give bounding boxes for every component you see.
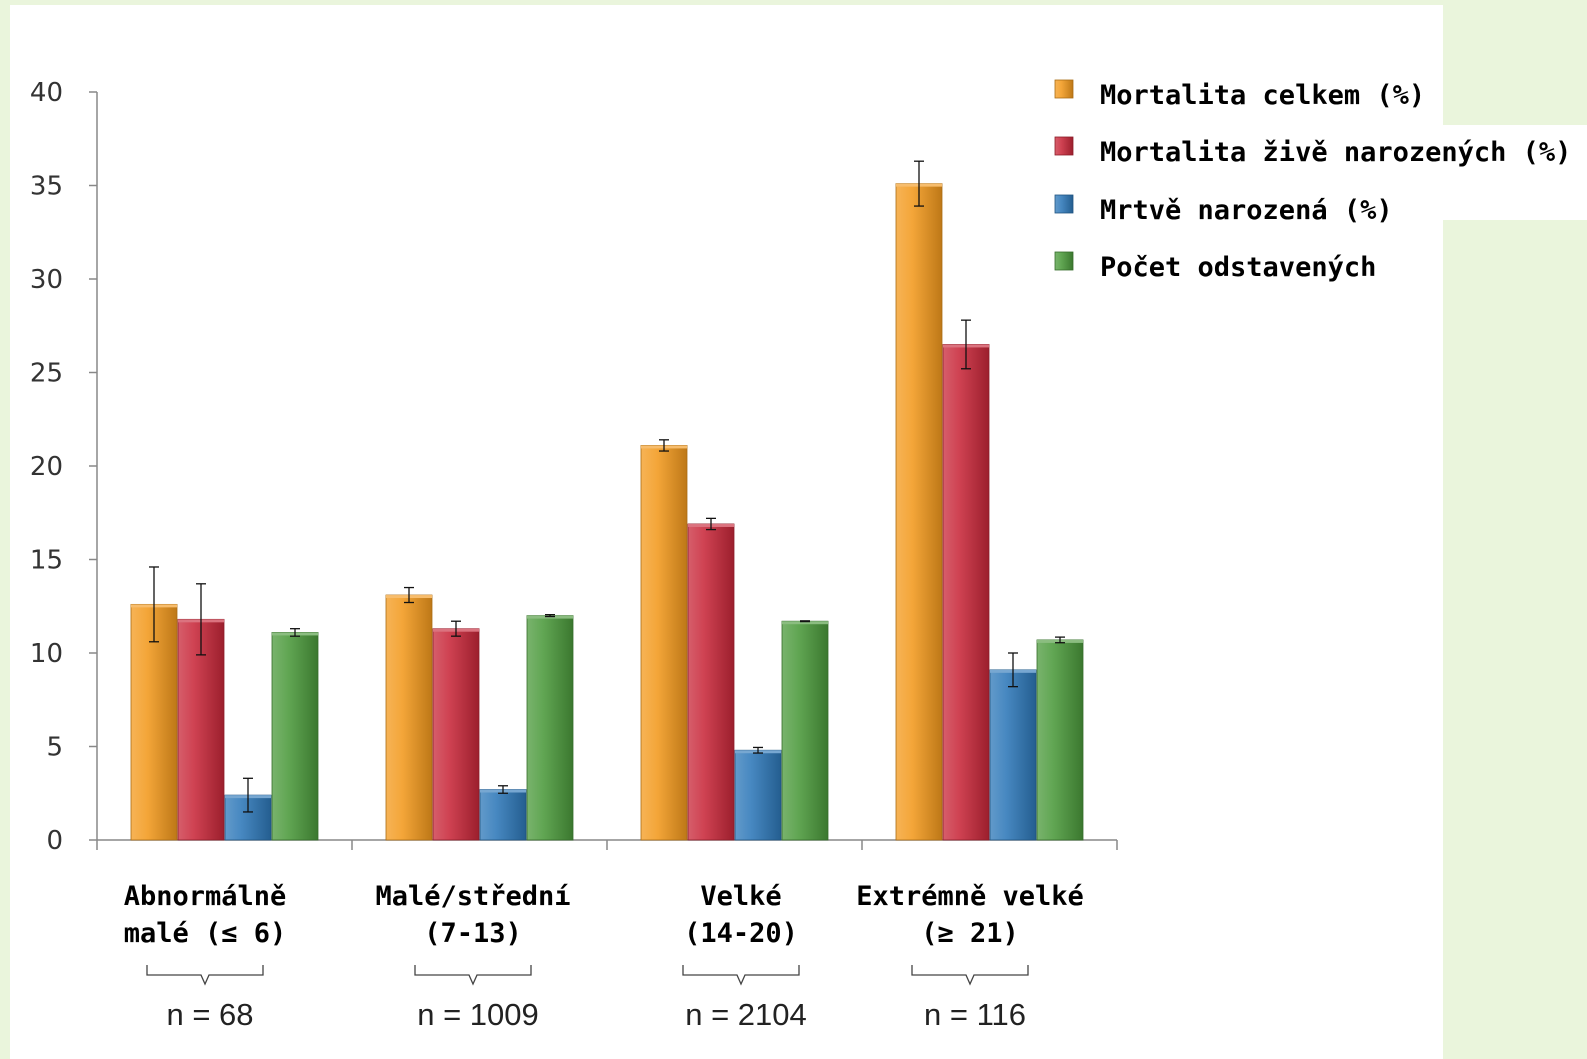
y-tick-label: 0 bbox=[46, 826, 63, 856]
legend-swatch bbox=[1054, 79, 1074, 99]
error-bar bbox=[451, 620, 461, 637]
error-bar bbox=[914, 160, 924, 207]
legend-swatch bbox=[1054, 136, 1074, 156]
bar bbox=[734, 749, 782, 841]
error-bars bbox=[149, 160, 1065, 813]
error-bar bbox=[753, 746, 763, 754]
error-bar bbox=[404, 586, 414, 604]
y-tick-label: 30 bbox=[30, 265, 63, 295]
bar bbox=[895, 183, 943, 841]
category-label: Abnormálně bbox=[124, 881, 287, 912]
bar bbox=[640, 445, 688, 841]
error-bar bbox=[706, 517, 716, 531]
bars bbox=[130, 183, 1084, 841]
legend-background bbox=[1443, 125, 1587, 220]
bar bbox=[130, 603, 178, 841]
bar bbox=[781, 620, 829, 841]
legend-swatch bbox=[1054, 194, 1074, 214]
y-tick-label: 40 bbox=[30, 78, 63, 108]
category-label: (7-13) bbox=[424, 918, 522, 949]
bar bbox=[1036, 639, 1084, 841]
bar bbox=[271, 632, 319, 841]
bar bbox=[385, 594, 433, 841]
bar-highlight bbox=[782, 621, 828, 625]
y-tick-label: 35 bbox=[30, 172, 63, 202]
bar bbox=[526, 615, 574, 841]
legend-label: Mortalita celkem (%) bbox=[1100, 80, 1425, 111]
sample-size-label: n = 1009 bbox=[417, 997, 539, 1032]
legend-swatch bbox=[1054, 251, 1074, 271]
brace bbox=[146, 965, 264, 986]
category-label: Extrémně velké bbox=[856, 881, 1084, 912]
brace bbox=[414, 965, 532, 986]
bar bbox=[942, 344, 990, 841]
category-label: (≥ 21) bbox=[921, 918, 1019, 949]
sample-size-label: n = 68 bbox=[166, 997, 253, 1032]
legend-label: Počet odstavených bbox=[1100, 252, 1376, 283]
brace bbox=[682, 965, 800, 986]
error-bar bbox=[243, 777, 253, 813]
error-bar bbox=[545, 614, 555, 618]
bar bbox=[989, 669, 1037, 841]
category-label: malé (≤ 6) bbox=[124, 918, 287, 949]
category-labels: Abnormálně malé (≤ 6) n = 68 Malé/střední (7… bbox=[124, 881, 1084, 1032]
y-tick-label: 10 bbox=[30, 639, 63, 669]
error-bar bbox=[961, 319, 971, 370]
bar bbox=[479, 789, 527, 841]
y-tick-label: 5 bbox=[46, 733, 63, 763]
error-bar bbox=[1008, 652, 1018, 688]
bar bbox=[432, 628, 480, 841]
legend-label: Mrtvě narozená (%) bbox=[1100, 195, 1393, 226]
error-bar bbox=[1055, 636, 1065, 644]
brace bbox=[911, 965, 1029, 986]
category-label: Velké bbox=[700, 881, 781, 912]
error-bar bbox=[290, 628, 300, 637]
error-bar bbox=[659, 439, 669, 452]
y-tick-label: 15 bbox=[30, 546, 63, 576]
bar bbox=[687, 523, 735, 841]
category-label: Malé/střední bbox=[375, 881, 570, 912]
sample-size-label: n = 2104 bbox=[685, 997, 807, 1032]
y-ticks: 0 5 10 15 20 25 30 35 40 bbox=[30, 78, 97, 856]
error-bar bbox=[800, 620, 810, 623]
y-tick-label: 25 bbox=[30, 359, 63, 389]
legend-label: Mortalita živě narozených (%) bbox=[1100, 137, 1571, 168]
legend: Mortalita celkem (%) Mortalita živě naroz… bbox=[1054, 79, 1571, 283]
y-tick-label: 20 bbox=[30, 452, 63, 482]
category-label: (14-20) bbox=[684, 918, 798, 949]
sample-size-label: n = 116 bbox=[924, 997, 1026, 1032]
error-bar bbox=[196, 583, 206, 656]
error-bar bbox=[149, 566, 159, 643]
error-bar bbox=[498, 785, 508, 794]
